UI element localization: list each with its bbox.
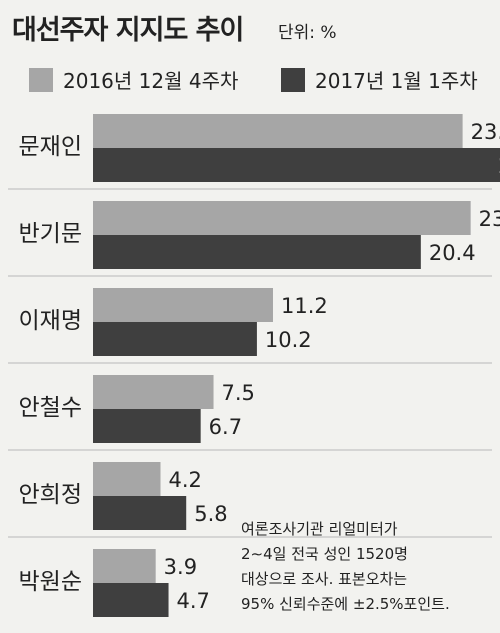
unit-label: 단위: % (278, 23, 337, 43)
category-label: 이재명 (19, 308, 82, 334)
data-label: 23.0 (471, 120, 500, 144)
data-label: 6.7 (209, 415, 242, 439)
data-label: 4.7 (177, 589, 210, 613)
data-label: 4.2 (168, 468, 201, 492)
bar-2017 (93, 496, 187, 530)
category-label: 반기문 (19, 221, 82, 247)
data-label: 28.5 (498, 154, 500, 178)
footnote: 여론조사기관 리얼미터가 2∼4일 전국 성인 1520명 대상으로 조사. 표… (241, 517, 450, 617)
bar-2017 (93, 148, 500, 182)
bar-2016 (93, 201, 471, 235)
bar-2016 (93, 114, 463, 148)
category-label: 박원순 (19, 569, 82, 595)
bar-2016 (93, 462, 161, 496)
data-label: 10.2 (265, 328, 312, 352)
bar-2016 (93, 288, 273, 322)
footnote-line: 2∼4일 전국 성인 1520명 (241, 545, 408, 563)
footnote-line: 대상으로 조사. 표본오차는 (241, 570, 408, 588)
bar-2016 (93, 375, 214, 409)
bar-2016 (93, 549, 156, 583)
legend-swatch-2016 (29, 68, 53, 92)
legend: 2016년 12월 4주차 2017년 1월 1주차 (0, 0, 500, 110)
data-label: 7.5 (222, 381, 255, 405)
data-label: 5.8 (194, 502, 227, 526)
footnote-line: 여론조사기관 리얼미터가 (241, 520, 398, 538)
data-label: 3.9 (164, 555, 197, 579)
legend-swatch-2017 (281, 68, 305, 92)
category-label: 안철수 (19, 395, 82, 421)
footnote-line: 95% 신뢰수준에 ±2.5%포인트. (241, 595, 450, 613)
legend-label-2017: 2017년 1월 1주차 (315, 69, 478, 93)
bar-2017 (93, 322, 257, 356)
data-label: 11.2 (281, 294, 328, 318)
bar-2017 (93, 409, 201, 443)
chart-title: 대선주자 지지도 추이 (12, 15, 244, 46)
category-label: 문재인 (19, 134, 82, 160)
bar-2017 (93, 235, 421, 269)
data-label: 23.5 (479, 207, 500, 231)
category-label: 안희정 (19, 482, 82, 508)
legend-label-2016: 2016년 12월 4주차 (63, 69, 239, 93)
data-label: 20.4 (429, 241, 476, 265)
bar-2017 (93, 583, 169, 617)
